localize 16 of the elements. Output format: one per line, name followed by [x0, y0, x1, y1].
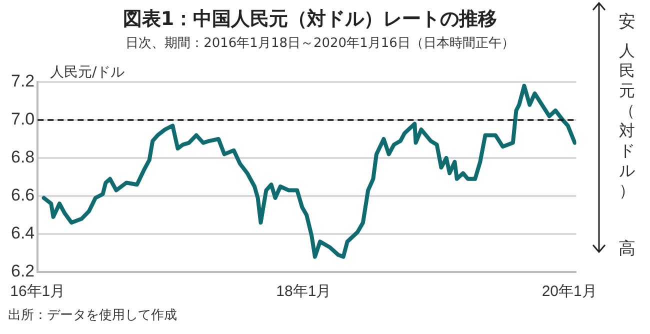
- y-tick-label: 6.6: [10, 186, 35, 205]
- y-tick-label: 6.8: [10, 148, 35, 167]
- x-tick-label: 18年1月: [276, 283, 332, 300]
- chart-title: 図表1：中国人民元（対ドル）レートの推移: [122, 7, 498, 32]
- x-tick-label: 20年1月: [542, 283, 597, 300]
- y-tick-label: 7.0: [10, 110, 35, 129]
- y-tick-label: 6.4: [10, 224, 35, 243]
- y-tick-label: 6.2: [10, 262, 35, 281]
- y-axis-title: 人民元/ドル: [50, 64, 125, 81]
- text: 人民元（対ドル）: [619, 41, 635, 201]
- x-tick-label: 16年1月: [10, 283, 66, 300]
- chart-subtitle: 日次、期間：2016年1月18日～2020年1月16日（日本時間正午）: [124, 35, 516, 52]
- text: 出所：データを使用して作成: [8, 307, 177, 324]
- text: 高: [618, 238, 636, 260]
- y-tick-label: 7.2: [10, 72, 35, 91]
- text: 安: [618, 11, 636, 33]
